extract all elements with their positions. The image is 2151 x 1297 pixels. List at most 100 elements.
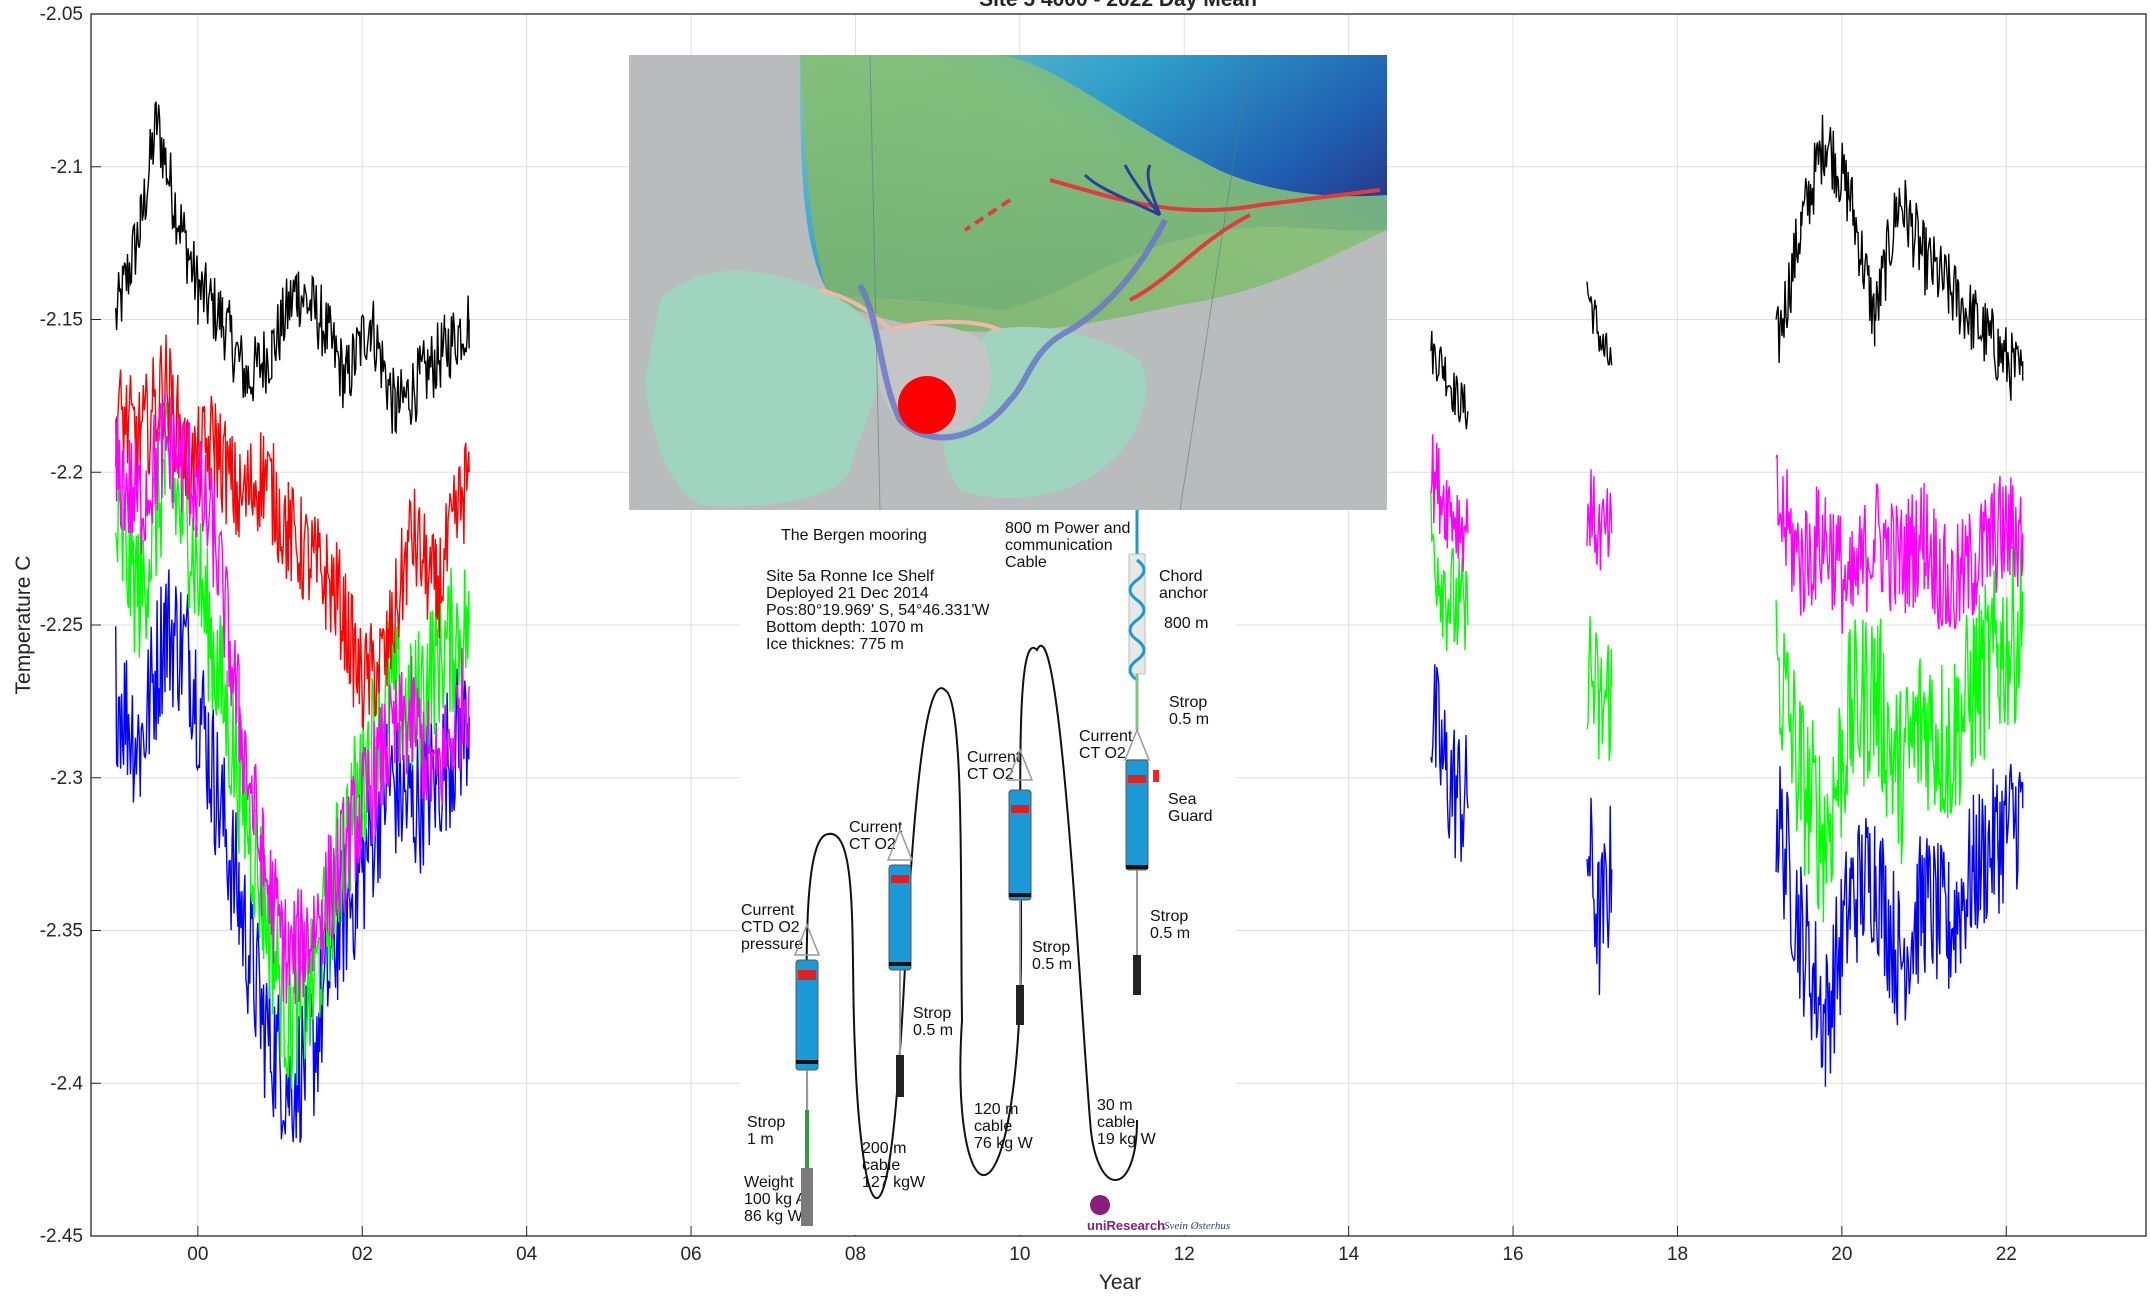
current-ct-o2-label-2: Current CT O2 <box>967 749 1025 783</box>
series-line <box>115 391 470 1005</box>
strop-label-line: 0.5 m <box>1032 956 1072 973</box>
mooring-heading: The Bergen mooring <box>781 527 927 544</box>
map-flow-red-dash <box>963 198 1012 232</box>
map-graticule <box>869 54 881 511</box>
x-tick-label: 18 <box>1667 1244 1688 1265</box>
x-axis-title: Year <box>1099 1271 1141 1294</box>
series-line <box>1775 454 2024 634</box>
axis-ticks: 00 02 04 06 08 10 12 14 16 18 20 22 -2.45 -2.4 -2.35 -2… <box>40 4 2017 1265</box>
series-line <box>115 101 470 435</box>
anchor-depth-label: 800 m <box>1164 615 1208 632</box>
mooring-site-marker <box>898 376 956 434</box>
cable-30-label-line: 30 m <box>1097 1097 1133 1114</box>
series-line <box>115 569 470 1143</box>
mooring-diagram-background <box>740 505 1236 1235</box>
x-tick-label: 20 <box>1831 1244 1852 1265</box>
current-ct-o2-label-line: CT O2 <box>1079 745 1126 762</box>
weight-label: Weight 100 kg A 86 kg W <box>744 1174 810 1225</box>
strop-top-label-line: 0.5 m <box>1169 711 1209 728</box>
strop-label-line: Strop <box>1150 908 1188 925</box>
sea-guard-label: Sea Guard <box>1168 791 1212 825</box>
power-cable-label: 800 m Power and communication Cable <box>1005 520 1135 571</box>
x-tick-label: 04 <box>516 1244 538 1265</box>
power-cable-label-line: Cable <box>1005 554 1047 571</box>
series-line <box>1586 281 1613 366</box>
uni-research-logo-icon <box>1090 1195 1110 1215</box>
map-ice-shelf-east <box>943 326 1147 499</box>
y-tick-label: -2.3 <box>50 768 83 789</box>
series-line <box>1775 114 2024 401</box>
series-line <box>1775 763 2024 1087</box>
instrument-current-ct-o2 <box>886 827 914 1097</box>
site-info-line: Deployed 21 Dec 2014 <box>766 585 929 602</box>
site-info-line: Pos:80°19.969' S, 54°46.331'W <box>766 602 990 619</box>
y-tick-label: -2.05 <box>40 4 83 25</box>
map-inset <box>629 54 1387 511</box>
series-layer <box>115 101 2024 1143</box>
y-tick-label: -2.1 <box>50 157 83 178</box>
x-tick-label: 16 <box>1502 1244 1523 1265</box>
x-tick-label: 22 <box>1996 1244 2017 1265</box>
instrument-sea-guard <box>1123 727 1159 995</box>
y-tick-label: -2.4 <box>50 1073 83 1094</box>
cable-120-label-line: cable <box>974 1118 1012 1135</box>
weight-label-line: 100 kg A <box>744 1191 807 1208</box>
series-line <box>1586 797 1613 996</box>
y-axis-title: Temperature C <box>12 556 35 695</box>
power-cable-label-line: 800 m Power and <box>1005 520 1130 537</box>
sea-guard-label-line: Guard <box>1168 808 1212 825</box>
strop-label-line: 0.5 m <box>913 1022 953 1039</box>
instrument-current-ctd <box>793 922 821 1226</box>
strop-top-label-line: Strop <box>1169 694 1207 711</box>
current-ctd-label: Current CTD O2 pressure <box>741 902 804 953</box>
series-line <box>1430 330 1469 430</box>
strop-label-c: Strop 0.5 m <box>913 1005 956 1039</box>
series-line <box>1775 545 2024 923</box>
cable-30-label-line: cable <box>1097 1114 1135 1131</box>
x-tick-label: 12 <box>1174 1244 1195 1265</box>
current-ct-o2-label-line: CT O2 <box>967 766 1014 783</box>
mooring-diagram: The Bergen mooring Site 5a Ronne Ice She… <box>740 505 1236 1235</box>
series-line <box>1430 664 1469 862</box>
strop-label-b: Strop 0.5 m <box>1032 939 1075 973</box>
series-line <box>1586 616 1613 761</box>
cable-120-label-line: 120 m <box>974 1101 1018 1118</box>
series-line <box>115 334 470 731</box>
uni-research-logo-text: uniResearch <box>1087 1218 1165 1233</box>
sea-guard-label-line: Sea <box>1168 791 1197 808</box>
weight-label-line: 86 kg W <box>744 1208 804 1225</box>
x-tick-label: 02 <box>352 1244 373 1265</box>
cable-loops <box>805 645 1138 1200</box>
current-ct-o2-label-line: Current <box>849 819 903 836</box>
map-flow-red <box>1049 178 1381 213</box>
current-ct-o2-label-3: Current CT O2 <box>849 819 907 853</box>
current-ct-o2-label-line: Current <box>967 749 1021 766</box>
uni-research-logo: uniResearch <box>1087 1195 1165 1233</box>
chord-anchor-label: Chord anchor <box>1159 568 1209 602</box>
series-line <box>115 401 470 1089</box>
cable-200-label-line: 200 m <box>862 1140 906 1157</box>
strop-label-a: Strop 0.5 m <box>1150 908 1193 942</box>
instrument-current-ct-o2 <box>1006 747 1034 1025</box>
series-line <box>1430 491 1469 651</box>
x-tick-label: 10 <box>1009 1244 1030 1265</box>
current-ctd-label-line: Current <box>741 902 795 919</box>
series-line <box>1586 469 1613 571</box>
x-tick-label: 08 <box>845 1244 866 1265</box>
current-ctd-label-line: CTD O2 <box>741 919 800 936</box>
cable-200-label-line: cable <box>862 1157 900 1174</box>
site-info-line: Site 5a Ronne Ice Shelf <box>766 568 935 585</box>
cable-200-label: 200 m cable 127 kgW <box>862 1140 926 1191</box>
site-info: Site 5a Ronne Ice Shelf Deployed 21 Dec … <box>766 568 994 653</box>
map-graticule <box>1179 54 1251 511</box>
strop-bottom-label: Strop 1 m <box>747 1114 790 1148</box>
map-outflow-arrows <box>1083 164 1162 217</box>
strop-label-line: Strop <box>1032 939 1070 956</box>
y-tick-label: -2.25 <box>40 615 83 636</box>
cable-200-label-line: 127 kgW <box>862 1174 926 1191</box>
power-cable-label-line: communication <box>1005 537 1113 554</box>
strop-bottom-label-line: Strop <box>747 1114 785 1131</box>
svein-logo: Svein Østerhus <box>1164 1220 1230 1232</box>
